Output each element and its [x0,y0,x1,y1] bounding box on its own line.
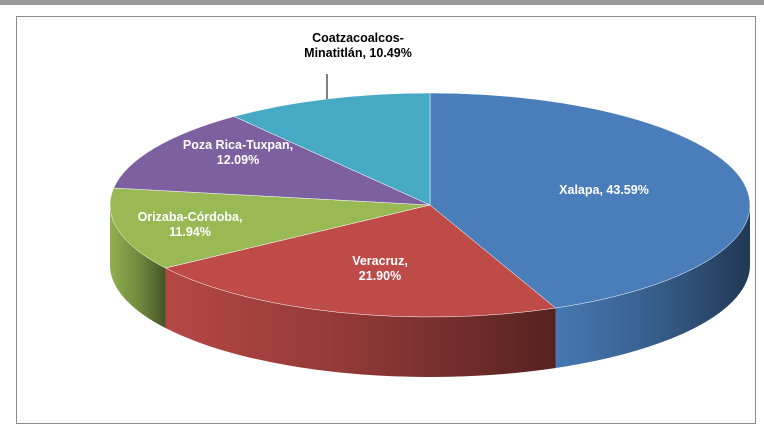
side-shade [555,205,750,369]
slice [429,92,751,309]
data-label: Coatzacoalcos-Minatitlán, 10.49% [304,31,412,60]
data-label-line: Veracruz, [352,254,408,268]
slice [113,116,431,206]
slice [233,92,431,206]
data-label: Poza Rica-Tuxpan, 12.09% [183,138,293,167]
data-label: Veracruz, 21.90% [352,254,408,283]
data-label-line: 21.90% [359,269,401,283]
data-label-line: Coatzacoalcos- [312,31,404,45]
side-shade [110,205,166,329]
data-label-line: Minatitlán, 10.49% [304,46,412,60]
slice [109,187,431,269]
data-label-line: Poza Rica-Tuxpan, [183,138,293,152]
slice [164,204,557,318]
data-label-line: 12.09% [217,153,259,167]
data-label: Xalapa, 43.59% [559,183,649,197]
top-bar [0,0,764,5]
data-label-line: 11.94% [169,225,211,239]
side-shade [165,268,556,378]
data-label-line: Xalapa, 43.59% [559,183,649,197]
data-label-line: Orizaba-Córdoba, [138,210,243,224]
data-label: Orizaba-Córdoba, 11.94% [138,210,243,239]
